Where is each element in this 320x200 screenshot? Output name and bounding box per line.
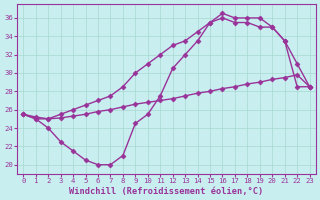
X-axis label: Windchill (Refroidissement éolien,°C): Windchill (Refroidissement éolien,°C) xyxy=(69,187,264,196)
